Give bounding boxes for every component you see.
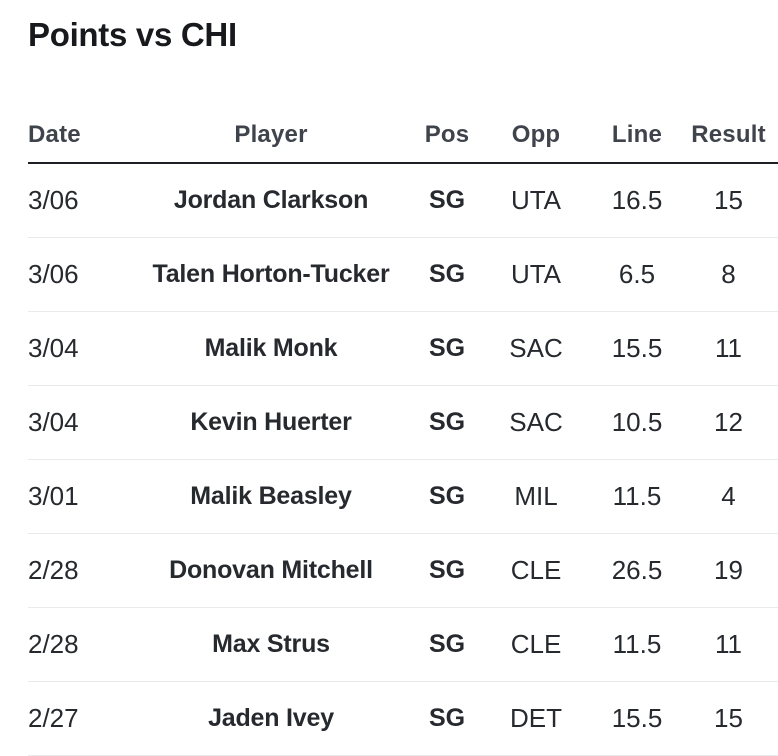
table-row: 3/01 Malik Beasley SG MIL 11.5 4 (28, 459, 778, 534)
cell-opp: SAC (477, 385, 595, 460)
column-header-opp: Opp (477, 95, 595, 164)
cell-date: 2/28 (28, 607, 125, 682)
column-header-pos: Pos (417, 95, 477, 164)
cell-opp: CLE (477, 533, 595, 608)
column-header-line: Line (595, 95, 679, 164)
cell-player: Jaden Ivey (125, 681, 417, 756)
cell-result: 8 (679, 237, 778, 312)
cell-player: Donovan Mitchell (125, 533, 417, 608)
cell-opp: CLE (477, 607, 595, 682)
table-row: 3/06 Jordan Clarkson SG UTA 16.5 15 (28, 163, 778, 238)
cell-opp: UTA (477, 237, 595, 312)
cell-result: 15 (679, 163, 778, 238)
cell-date: 3/04 (28, 311, 125, 386)
cell-date: 2/28 (28, 533, 125, 608)
cell-date: 3/04 (28, 385, 125, 460)
cell-pos: SG (417, 237, 477, 312)
cell-pos: SG (417, 533, 477, 608)
cell-date: 2/27 (28, 681, 125, 756)
cell-pos: SG (417, 681, 477, 756)
player-points-table: Date Player Pos Opp Line Result 3/06 Jor… (28, 95, 778, 756)
cell-line: 15.5 (595, 681, 679, 756)
cell-date: 3/06 (28, 163, 125, 238)
cell-result: 19 (679, 533, 778, 608)
cell-player: Malik Beasley (125, 459, 417, 534)
cell-pos: SG (417, 459, 477, 534)
column-header-date: Date (28, 95, 125, 164)
cell-pos: SG (417, 311, 477, 386)
table-row: 2/28 Donovan Mitchell SG CLE 26.5 19 (28, 533, 778, 608)
cell-result: 11 (679, 311, 778, 386)
stats-table-container: Date Player Pos Opp Line Result 3/06 Jor… (0, 95, 778, 756)
cell-opp: DET (477, 681, 595, 756)
cell-result: 11 (679, 607, 778, 682)
cell-player: Max Strus (125, 607, 417, 682)
cell-line: 11.5 (595, 607, 679, 682)
cell-line: 10.5 (595, 385, 679, 460)
cell-opp: SAC (477, 311, 595, 386)
table-row: 3/06 Talen Horton-Tucker SG UTA 6.5 8 (28, 237, 778, 312)
table-row: 2/27 Jaden Ivey SG DET 15.5 15 (28, 681, 778, 756)
cell-line: 15.5 (595, 311, 679, 386)
table-header-row: Date Player Pos Opp Line Result (28, 95, 778, 164)
table-header: Date Player Pos Opp Line Result (28, 95, 778, 164)
table-row: 3/04 Malik Monk SG SAC 15.5 11 (28, 311, 778, 386)
cell-line: 16.5 (595, 163, 679, 238)
cell-line: 11.5 (595, 459, 679, 534)
table-row: 2/28 Max Strus SG CLE 11.5 11 (28, 607, 778, 682)
cell-player: Kevin Huerter (125, 385, 417, 460)
cell-line: 26.5 (595, 533, 679, 608)
cell-date: 3/06 (28, 237, 125, 312)
cell-result: 15 (679, 681, 778, 756)
cell-pos: SG (417, 607, 477, 682)
cell-opp: UTA (477, 163, 595, 238)
table-row: 3/04 Kevin Huerter SG SAC 10.5 12 (28, 385, 778, 460)
cell-player: Malik Monk (125, 311, 417, 386)
cell-date: 3/01 (28, 459, 125, 534)
cell-line: 6.5 (595, 237, 679, 312)
column-header-result: Result (679, 95, 778, 164)
cell-result: 4 (679, 459, 778, 534)
cell-result: 12 (679, 385, 778, 460)
table-body: 3/06 Jordan Clarkson SG UTA 16.5 15 3/06… (28, 163, 778, 756)
cell-player: Jordan Clarkson (125, 163, 417, 238)
cell-player: Talen Horton-Tucker (125, 237, 417, 312)
cell-pos: SG (417, 163, 477, 238)
cell-opp: MIL (477, 459, 595, 534)
cell-pos: SG (417, 385, 477, 460)
page-title: Points vs CHI (28, 16, 237, 53)
column-header-player: Player (125, 95, 417, 164)
